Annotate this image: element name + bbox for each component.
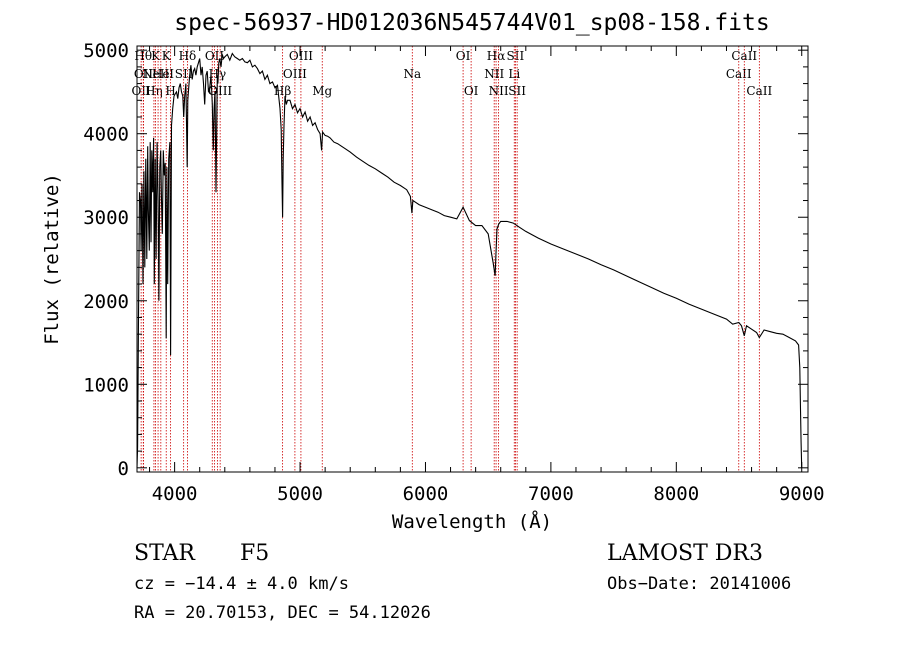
line-label-29: CaII	[731, 49, 757, 63]
line-label-28: CaII	[726, 67, 752, 81]
line-label-7: K	[162, 49, 172, 63]
line-label-2: OII	[134, 67, 154, 81]
redshift-text: cz = −14.4 ± 4.0 km/s	[134, 574, 349, 594]
x-tick-label: 6000	[403, 483, 449, 505]
obs-date-text: Obs−Date: 20141006	[607, 574, 791, 594]
survey-label: LAMOST DR3	[607, 541, 763, 566]
line-label-4: K	[151, 49, 161, 63]
line-label-6: He	[152, 67, 170, 81]
y-axis-title: Flux (relative)	[41, 173, 63, 345]
y-axis: 0 1000 2000 3000 4000 5000	[83, 40, 808, 480]
y-tick-label: 0	[118, 458, 129, 480]
line-label-19: Na	[403, 67, 421, 81]
line-label-8: H	[165, 84, 175, 98]
line-label-3: Hη	[145, 84, 163, 98]
y-tick-label: 5000	[83, 40, 129, 62]
y-tick-label: 3000	[83, 207, 129, 229]
line-label-0: OII	[131, 84, 151, 98]
x-tick-label: 9000	[779, 483, 825, 505]
line-label-21: OI	[464, 84, 479, 98]
plot-frame	[136, 45, 809, 473]
class-label: STAR	[134, 541, 196, 566]
line-label-25: Li	[508, 67, 520, 81]
y-tick-label: 2000	[83, 291, 129, 313]
line-label-27: SII	[508, 84, 526, 98]
chart-title: spec-56937-HD012036N545744V01_sp08-158.f…	[174, 10, 769, 36]
x-axis-title: Wavelength (Å)	[392, 510, 552, 533]
line-label-30: CaII	[746, 84, 772, 98]
coordinates-text: RA = 20.70153, DEC = 54.12026	[134, 603, 431, 623]
x-tick-label: 4000	[152, 483, 198, 505]
line-label-10: Hδ	[179, 49, 197, 63]
line-label-16: OIII	[283, 67, 307, 81]
line-label-13: Hγ	[209, 67, 227, 81]
line-label-17: OIII	[289, 49, 313, 63]
line-label-20: OI	[456, 49, 471, 63]
y-tick-label: 4000	[83, 124, 129, 146]
line-label-24: NII	[489, 84, 509, 98]
line-label-26: SII	[507, 49, 525, 63]
line-label-11: G	[207, 84, 217, 98]
line-label-18: Mg	[312, 84, 332, 98]
line-label-9: SII	[175, 67, 193, 81]
x-axis: 4000 5000 6000 7000 8000 9000	[149, 46, 825, 505]
line-label-22: NII	[484, 67, 504, 81]
line-label-23: Hα	[487, 49, 506, 63]
subclass-label: F5	[240, 541, 269, 566]
x-tick-label: 5000	[277, 483, 323, 505]
x-tick-label: 8000	[653, 483, 699, 505]
x-tick-label: 7000	[528, 483, 574, 505]
spectrum-series-line	[136, 52, 803, 468]
y-tick-label: 1000	[83, 374, 129, 396]
line-label-14: OIII	[208, 84, 232, 98]
